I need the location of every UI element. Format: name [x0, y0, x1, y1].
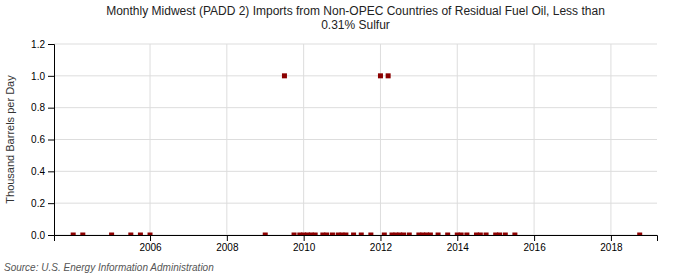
x-axis: 2006 2008 2010 2012 2014 2016 2018 — [55, 235, 658, 253]
y-tick-mark — [48, 171, 54, 172]
chart-title-line: Monthly Midwest (PADD 2) Imports from No… — [106, 4, 605, 18]
x-tick-mark — [457, 235, 458, 241]
y-grid-line — [54, 75, 657, 76]
y-tick-mark — [48, 108, 54, 109]
scatter-point — [138, 233, 143, 236]
source-annotation: Source: U.S. Energy Information Administ… — [4, 262, 214, 273]
scatter-point — [512, 233, 517, 236]
scatter-point — [436, 233, 441, 236]
x-tick: 2008 — [216, 235, 239, 253]
y-tick: 0.8 — [31, 102, 54, 113]
y-grid-line — [54, 171, 657, 172]
scatter-point — [382, 233, 387, 236]
x-tick: 2014 — [447, 235, 470, 253]
scatter-point — [148, 233, 153, 236]
y-tick-mark — [48, 140, 54, 141]
chart-svg: 2006 2008 2010 2012 2014 2016 2018 0.0 0.2 0.4 0.6… — [0, 0, 675, 275]
y-tick: 0.0 — [31, 230, 54, 241]
x-tick-label: 2006 — [139, 242, 162, 253]
x-tick: 2006 — [139, 235, 162, 253]
y-tick: 1.2 — [31, 39, 54, 50]
scatter-point — [484, 233, 489, 236]
y-tick-mark — [48, 44, 54, 45]
scatter-point — [637, 233, 642, 236]
scatter-point — [445, 233, 450, 236]
y-axis-line — [48, 45, 55, 236]
y-tick-label: 0.0 — [31, 230, 45, 241]
scatter-point — [343, 233, 348, 236]
x-tick-label: 2014 — [447, 242, 470, 253]
y-tick-label: 0.2 — [31, 198, 45, 209]
scatter-point — [71, 233, 76, 236]
y-tick: 0.4 — [31, 166, 54, 177]
scatter-point — [351, 233, 356, 236]
y-tick: 0.6 — [31, 134, 54, 145]
y-tick-mark — [48, 203, 54, 204]
y-tick: 1.0 — [31, 71, 54, 82]
y-tick-label: 1.2 — [31, 39, 45, 50]
x-tick-mark — [534, 235, 535, 241]
y-grid-line — [54, 44, 657, 45]
scatter-point — [313, 233, 318, 236]
scatter-point — [503, 233, 508, 236]
scatter-point — [407, 233, 412, 236]
scatter-point — [263, 233, 268, 236]
scatter-point — [109, 233, 114, 236]
scatter-point — [386, 73, 391, 78]
scatter-point — [459, 233, 464, 236]
scatter-point — [330, 233, 335, 236]
x-tick-label: 2016 — [523, 242, 546, 253]
x-tick: 2018 — [600, 235, 623, 253]
x-tick-label: 2012 — [370, 242, 393, 253]
y-axis-title: Thousand Barrels per Day — [4, 75, 16, 204]
x-tick-label: 2018 — [600, 242, 623, 253]
scatter-point — [368, 233, 373, 236]
y-tick-label: 0.6 — [31, 134, 45, 145]
scatter-point — [282, 73, 287, 78]
x-tick-mark — [304, 235, 305, 241]
scatter-point — [428, 233, 433, 236]
scatter-point — [478, 233, 483, 236]
scatter-point — [401, 233, 406, 236]
y-tick-label: 0.4 — [31, 166, 45, 177]
y-tick-label: 0.8 — [31, 102, 45, 113]
x-tick-label: 2010 — [293, 242, 316, 253]
grid — [54, 44, 657, 235]
x-tick-mark — [150, 235, 151, 241]
scatter-point — [80, 233, 85, 236]
x-tick: 2010 — [293, 235, 316, 253]
scatter-point — [359, 233, 364, 236]
y-grid-line — [54, 203, 657, 204]
x-tick-mark — [380, 235, 381, 241]
chart-title-line: 0.31% Sulfur — [321, 18, 390, 32]
x-axis-line — [55, 236, 658, 242]
scatter-point — [292, 233, 297, 236]
chart-container: 2006 2008 2010 2012 2014 2016 2018 0.0 0.2 0.4 0.6… — [0, 0, 675, 275]
scatter-point — [464, 233, 469, 236]
scatter-point — [324, 233, 329, 236]
y-tick-mark — [48, 76, 54, 77]
scatter-point — [378, 73, 383, 78]
y-tick-label: 1.0 — [31, 71, 45, 82]
x-tick: 2016 — [523, 235, 546, 253]
x-tick-mark — [227, 235, 228, 241]
y-grid-line — [54, 107, 657, 108]
y-grid-line — [54, 139, 657, 140]
y-tick-mark — [48, 235, 54, 236]
scatter-point — [128, 233, 133, 236]
y-axis: 0.0 0.2 0.4 0.6 0.8 1.0 1.2 — [31, 39, 54, 241]
chart-title: Monthly Midwest (PADD 2) Imports from No… — [106, 4, 605, 32]
scatter-point — [497, 233, 502, 236]
y-tick: 0.2 — [31, 198, 54, 209]
x-tick-label: 2008 — [216, 242, 239, 253]
x-tick-mark — [611, 235, 612, 241]
x-tick: 2012 — [370, 235, 393, 253]
plot-area — [71, 73, 643, 235]
